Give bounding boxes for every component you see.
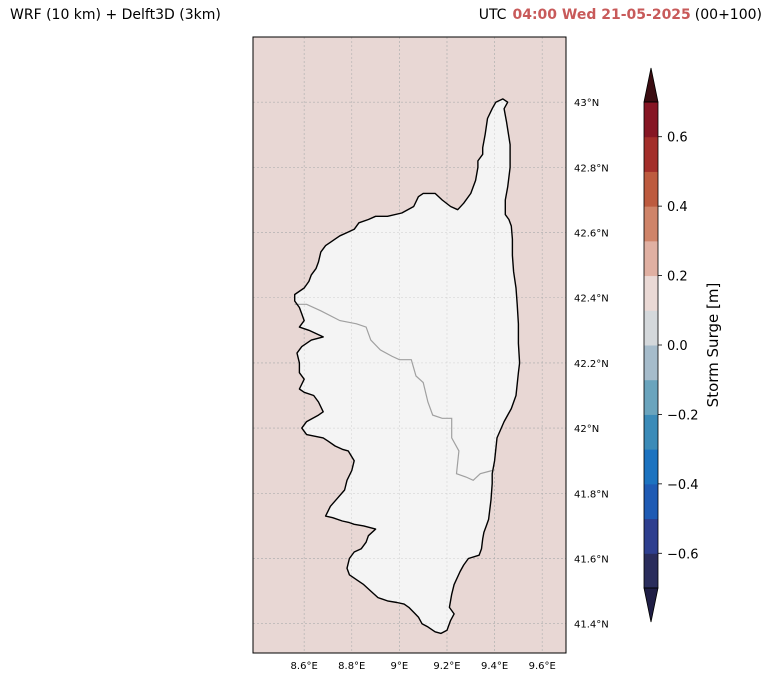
colorbar-segment [644, 102, 658, 138]
colorbar-segment [644, 518, 658, 554]
x-tick-label: 8.6°E [291, 661, 318, 672]
colorbar-extend-bottom [643, 587, 659, 623]
y-tick-label: 43°N [574, 98, 599, 109]
y-tick-label: 42.2°N [574, 359, 609, 370]
x-tick-label: 9.4°E [481, 661, 508, 672]
y-tick-label: 42°N [574, 424, 599, 435]
colorbar-segment [644, 483, 658, 520]
colorbar-label: Storm Surge [m] [704, 283, 722, 408]
colorbar-segment [644, 136, 658, 172]
y-tick-label: 42.8°N [574, 163, 609, 174]
colorbar-tick-label: 0.2 [667, 270, 688, 285]
x-tick-label: 9.2°E [433, 661, 460, 672]
y-axis-ticks: 41.4°N 41.6°N 41.8°N 42°N 42.2°N 42.4°N 42.6°N… [574, 98, 609, 630]
colorbar-extend-top [643, 67, 659, 103]
colorbar-segment [644, 275, 658, 311]
colorbar-segment [644, 206, 658, 242]
admin-border [294, 303, 493, 482]
y-tick-label: 41.8°N [574, 489, 609, 500]
x-tick-label: 8.8°E [338, 661, 365, 672]
colorbar-tick-label: −0.4 [667, 478, 699, 493]
run-label: (00+100) [694, 7, 762, 23]
colorbar-segment [644, 449, 658, 485]
colorbar-segment [644, 310, 658, 346]
map-plot [252, 36, 567, 654]
colorbar: −0.6 −0.4 −0.2 0.0 0.2 0.4 0.6 Storm Surge [m] [643, 67, 722, 623]
colorbar-tick-label: −0.6 [667, 547, 699, 562]
colorbar-segment [644, 240, 658, 277]
colorbar-segment [644, 414, 658, 450]
colorbar-tick-label: 0.4 [667, 200, 688, 215]
colorbar-tick-label: −0.2 [667, 408, 699, 423]
x-axis-ticks: 8.6°E 8.8°E 9°E 9.2°E 9.4°E 9.6°E [291, 661, 556, 672]
x-tick-label: 9°E [391, 661, 409, 672]
y-tick-label: 41.4°N [574, 620, 609, 631]
y-tick-label: 42.4°N [574, 294, 609, 305]
colorbar-segment [644, 171, 658, 207]
colorbar-segment [644, 553, 658, 589]
colorbar-tick-label: 0.6 [667, 131, 688, 146]
colorbar-segment [644, 379, 658, 415]
colorbar-segment [644, 345, 658, 381]
y-tick-label: 42.6°N [574, 229, 609, 240]
colorbar-tick-label: 0.0 [667, 339, 688, 354]
time-header: UTC 04:00 Wed 21-05-2025 (00+100) [479, 7, 762, 23]
coastline [294, 98, 521, 635]
utc-label: UTC [478, 7, 507, 23]
y-tick-label: 41.6°N [574, 554, 609, 565]
map-frame [252, 36, 567, 654]
x-tick-label: 9.6°E [529, 661, 556, 672]
valid-time: 04:00 Wed 21-05-2025 [512, 7, 691, 23]
chart-title: WRF (10 km) + Delft3D (3km) [10, 7, 221, 23]
